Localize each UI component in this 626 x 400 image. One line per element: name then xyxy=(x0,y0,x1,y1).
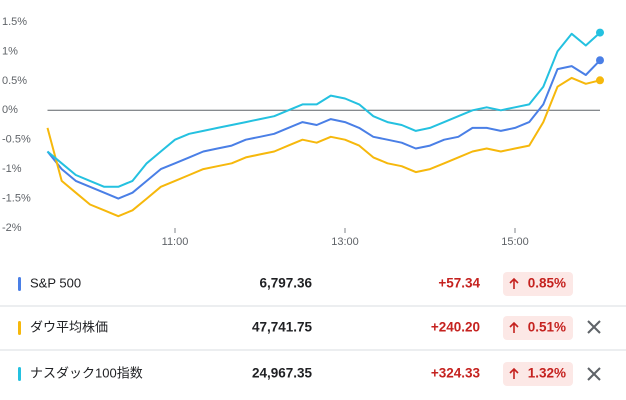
y-tick-label: 1.5% xyxy=(2,16,27,28)
end-dot xyxy=(596,56,604,65)
legend-swatch xyxy=(18,277,21,291)
up-arrow xyxy=(509,367,519,379)
percent: 1.32% xyxy=(528,366,566,381)
close-button[interactable] xyxy=(587,367,601,381)
price: 6,797.36 xyxy=(259,276,312,291)
legend-swatch xyxy=(18,367,21,381)
percent-badge xyxy=(503,272,573,296)
series-line xyxy=(46,59,601,200)
series-line xyxy=(46,31,601,188)
change: +324.33 xyxy=(431,366,481,381)
y-tick-label: -1% xyxy=(2,163,22,175)
close-button[interactable] xyxy=(587,320,601,334)
y-tick-label: 1% xyxy=(2,45,18,57)
series-line xyxy=(46,76,601,218)
price: 24,967.35 xyxy=(252,366,313,381)
up-arrow xyxy=(509,277,519,289)
legend-swatch xyxy=(18,321,21,335)
x-tick-label: 11:00 xyxy=(162,236,189,248)
legend-label: ダウ平均株価 xyxy=(30,319,108,334)
legend-label: ナスダック100指数 xyxy=(30,365,143,380)
end-dot xyxy=(596,28,604,37)
y-tick-label: -0.5% xyxy=(2,134,31,146)
x-tick-label: 13:00 xyxy=(331,236,359,248)
price: 47,741.75 xyxy=(252,320,313,335)
percent: 0.51% xyxy=(528,320,566,335)
y-tick-label: -1.5% xyxy=(2,192,31,204)
y-tick-label: 0.5% xyxy=(2,75,27,87)
close-icon xyxy=(587,367,601,381)
change: +57.34 xyxy=(438,276,480,291)
percent-badge xyxy=(503,316,573,340)
percent-badge xyxy=(503,362,573,386)
change: +240.20 xyxy=(431,320,480,335)
x-tick-label: 15:00 xyxy=(501,236,529,248)
y-tick-label: -2% xyxy=(2,222,22,234)
legend-label: S&P 500 xyxy=(30,275,81,290)
up-arrow xyxy=(509,321,519,333)
end-dot xyxy=(596,76,604,85)
close-icon xyxy=(587,320,601,334)
y-tick-label: 0% xyxy=(2,104,18,116)
percent: 0.85% xyxy=(528,276,566,291)
